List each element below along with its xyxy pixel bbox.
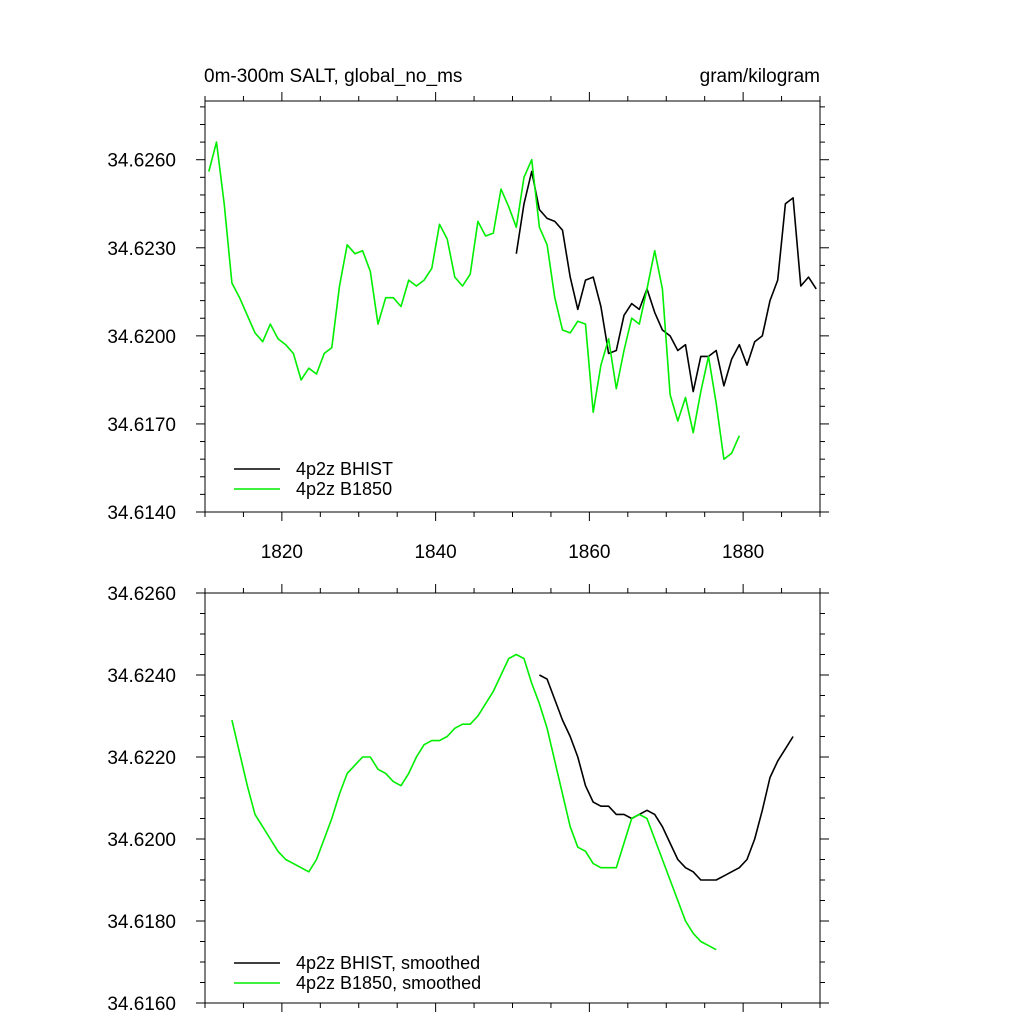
legend-label: 4p2z B1850, smoothed [296,973,481,993]
y-tick-label: 34.6180 [107,912,176,933]
x-tick-label: 1880 [722,542,764,563]
y-tick-label: 34.6200 [107,830,176,851]
y-tick-label: 34.6200 [107,327,176,348]
y-tick-label: 34.6140 [107,503,176,524]
series-line-bhist [515,170,817,393]
y-tick-label: 34.6170 [107,415,176,436]
plot-frame [204,100,821,513]
y-tick-label: 34.6240 [107,666,176,687]
y-tick-label: 34.6260 [107,151,176,172]
y-tick-label: 34.6160 [107,994,176,1015]
bottom-panel: 34.6160 34.6180 34.6200 34.6220 34.6240 34.62… [107,584,829,1015]
x-tick-label: 1820 [261,542,303,563]
series-line-bhist [539,674,794,881]
legend-label: 4p2z BHIST [296,459,393,479]
legend-label: 4p2z BHIST, smoothed [296,953,480,973]
y-tick-label: 34.6230 [107,239,176,260]
chart-title: 0m-300m SALT, global_no_ms [204,66,462,87]
units-label: gram/kilogram [700,66,820,87]
x-tick-label: 1840 [414,542,456,563]
top-panel: 1820 1840 1860 1880 34.6140 34.6170 34.6200 34.… [107,92,829,563]
legend-label: 4p2z B1850 [296,479,392,499]
plot-frame [204,592,821,1004]
y-tick-label: 34.6260 [107,584,176,605]
series-line-b1850 [208,141,741,461]
y-tick-label: 34.6220 [107,748,176,769]
x-tick-label: 1860 [568,542,610,563]
series-line-b1850 [231,653,717,951]
